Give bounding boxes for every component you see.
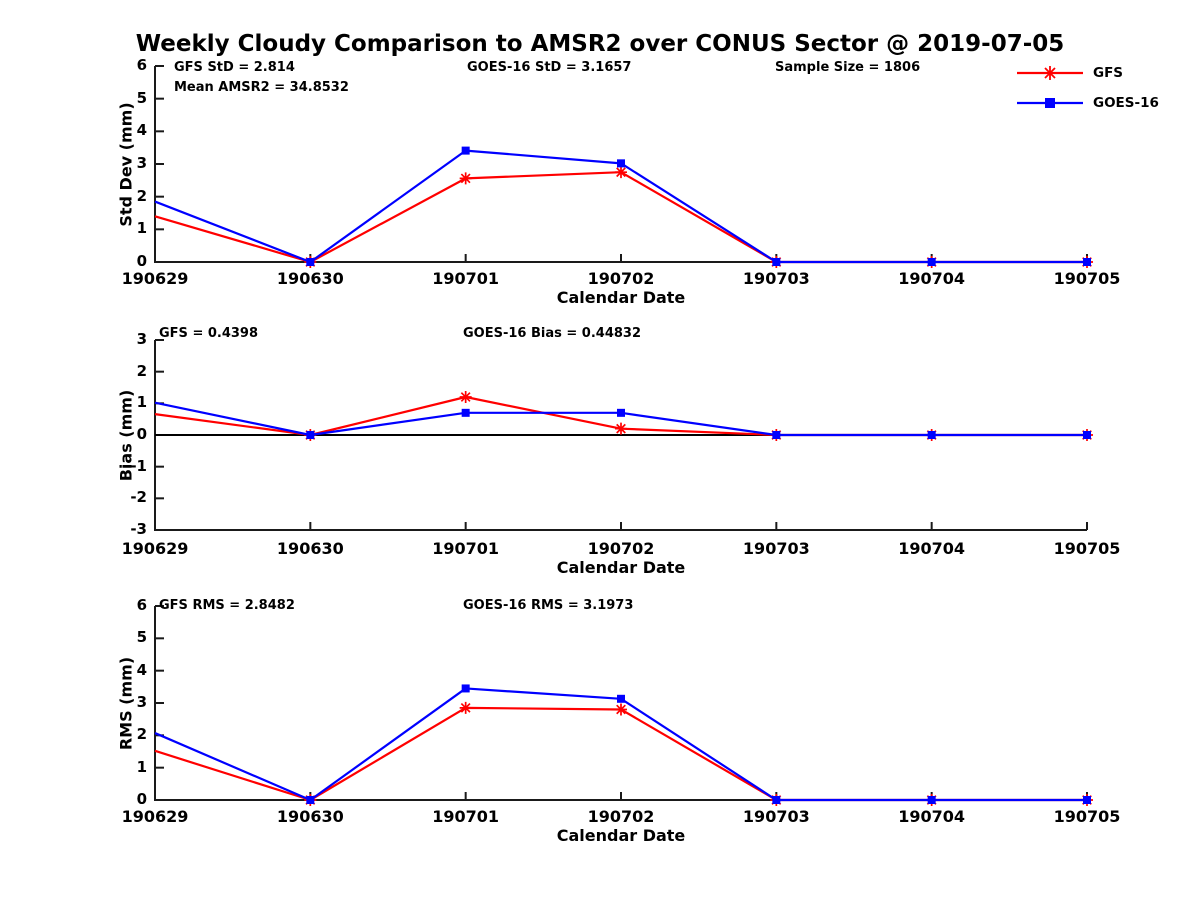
y-tick-label: 6	[136, 56, 147, 74]
x-tick-label: 190704	[898, 807, 966, 826]
y-tick-label: -2	[130, 488, 147, 507]
y-tick-label: 2	[136, 186, 147, 205]
y-tick-label: 4	[136, 121, 147, 140]
x-tick-label: 190705	[1053, 269, 1121, 288]
x-tick-label: 190629	[121, 269, 189, 288]
y-tick-label: 3	[136, 693, 147, 711]
y-tick-label: -3	[130, 520, 147, 538]
legend-entry-gfs: GFS	[1015, 64, 1123, 82]
x-tick-label: 190630	[276, 269, 344, 288]
y-tick-label: 1	[136, 393, 147, 412]
annotation-goes-rms: GOES-16 RMS = 3.1973	[463, 598, 634, 613]
y-tick-label: 3	[136, 154, 147, 172]
x-tick-label: 190702	[587, 539, 655, 558]
y-tick-label: 6	[136, 596, 147, 614]
annotation-mean-amsr2: Mean AMSR2 = 34.8532	[174, 80, 349, 95]
legend-entry-goes16: GOES-16	[1015, 94, 1159, 112]
x-tick-label: 190630	[276, 807, 344, 826]
x-tick-label: 190701	[432, 269, 500, 288]
goes16-line-square-icon	[1017, 98, 1083, 108]
gfs-line-asterisk-icon	[1017, 66, 1083, 80]
x-tick-label: 190702	[587, 269, 655, 288]
y-tick-label: 2	[136, 361, 147, 380]
xlabel-bias: Calendar Date	[556, 558, 686, 577]
y-tick-label: 1	[136, 757, 147, 776]
annotation-gfs-std: GFS StD = 2.814	[174, 60, 295, 75]
page-title: Weekly Cloudy Comparison to AMSR2 over C…	[135, 31, 1065, 57]
y-tick-label: 5	[136, 628, 147, 647]
annotation-goes-bias: GOES-16 Bias = 0.44832	[463, 326, 642, 341]
annotation-goes-std: GOES-16 StD = 3.1657	[467, 60, 632, 75]
xlabel-std-dev: Calendar Date	[556, 288, 686, 307]
x-tick-label: 190701	[432, 539, 500, 558]
y-tick-label: 4	[136, 660, 147, 679]
annotation-gfs-bias: GFS = 0.4398	[159, 326, 259, 341]
y-tick-label: 3	[136, 330, 147, 348]
x-tick-label: 190704	[898, 539, 966, 558]
y-tick-label: 5	[136, 88, 147, 107]
x-tick-label: 190703	[742, 807, 810, 826]
x-tick-label: 190704	[898, 269, 966, 288]
legend-label-gfs: GFS	[1093, 65, 1124, 81]
annotation-gfs-rms: GFS RMS = 2.8482	[159, 598, 295, 613]
x-tick-label: 190702	[587, 807, 655, 826]
y-tick-label: -1	[130, 456, 147, 475]
x-tick-label: 190629	[121, 807, 189, 826]
annotation-sample-size: Sample Size = 1806	[775, 60, 921, 75]
y-tick-label: 0	[136, 790, 147, 808]
x-tick-label: 190701	[432, 807, 500, 826]
y-tick-label: 2	[136, 725, 147, 744]
x-tick-label: 190630	[276, 539, 344, 558]
x-tick-label: 190703	[742, 539, 810, 558]
x-tick-label: 190705	[1053, 539, 1121, 558]
x-tick-label: 190705	[1053, 807, 1121, 826]
y-tick-label: 0	[136, 425, 147, 443]
xlabel-rms: Calendar Date	[556, 826, 686, 845]
x-tick-label: 190629	[121, 539, 189, 558]
y-tick-label: 1	[136, 219, 147, 238]
legend-label-goes16: GOES-16	[1093, 95, 1159, 111]
y-tick-label: 0	[136, 252, 147, 270]
x-tick-label: 190703	[742, 269, 810, 288]
